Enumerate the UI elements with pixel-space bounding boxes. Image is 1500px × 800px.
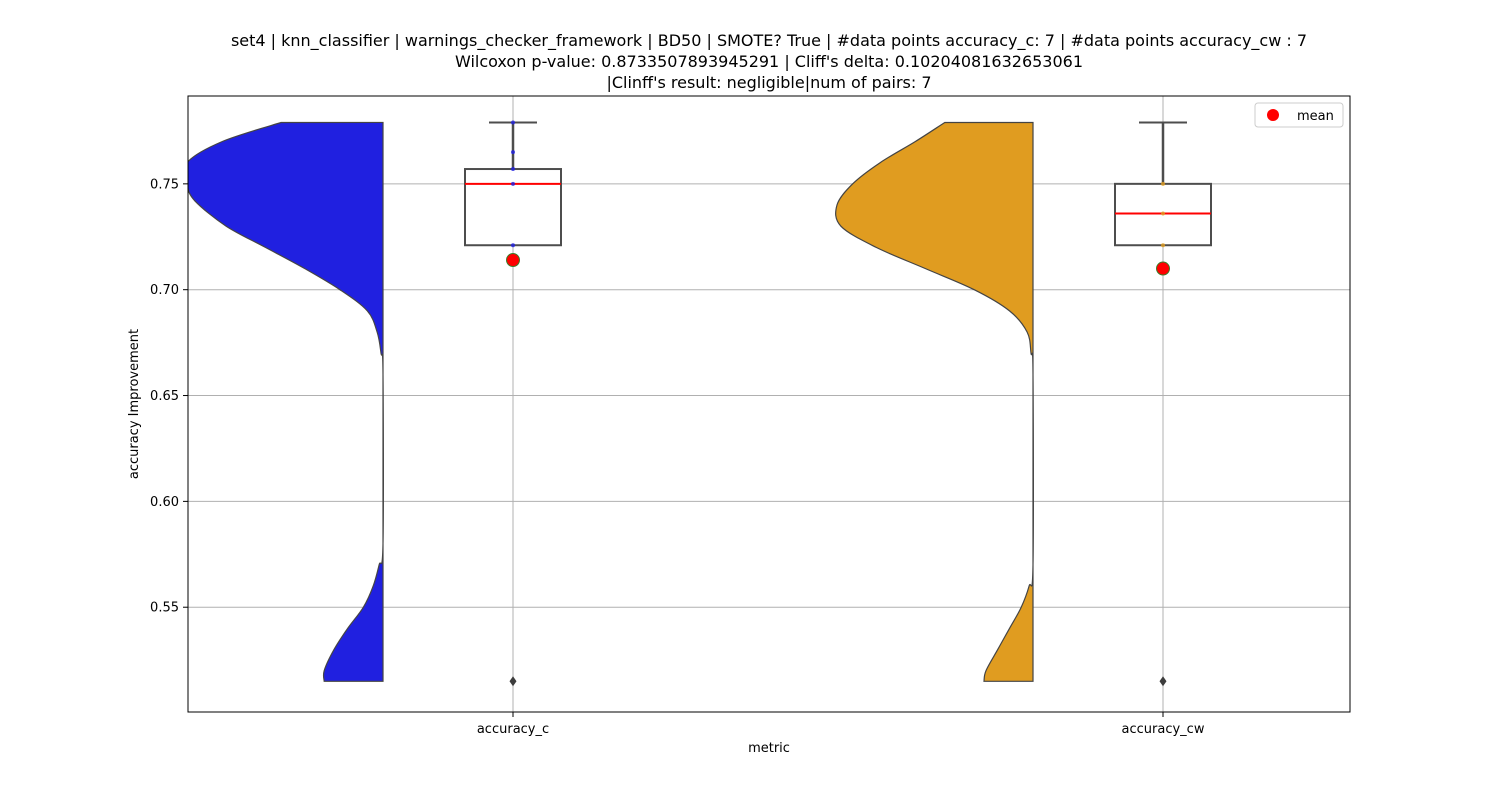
y-tick-label: 0.70 xyxy=(150,283,179,298)
x-axis-label: metric xyxy=(748,741,790,756)
plot-frame xyxy=(187,95,1351,713)
y-tick-label: 0.75 xyxy=(150,177,179,192)
y-tick-label: 0.55 xyxy=(150,601,179,616)
data-point-accuracy_c xyxy=(511,120,515,125)
box-plots xyxy=(464,121,1212,247)
data-point-accuracy_cw xyxy=(1161,181,1165,186)
mean-marker-accuracy_c xyxy=(506,253,520,268)
data-point-accuracy_c xyxy=(511,150,515,155)
legend: mean xyxy=(1254,102,1344,128)
x-tick-label: accuracy_cw xyxy=(1122,722,1205,737)
box-accuracy_c xyxy=(464,168,562,247)
violin-accuracy_cw xyxy=(835,121,1034,682)
x-axis-ticks: accuracy_c accuracy_cw xyxy=(477,712,1205,737)
y-tick-label: 0.60 xyxy=(150,495,179,510)
data-point-accuracy_c xyxy=(511,167,515,172)
data-point-accuracy_cw xyxy=(1161,243,1165,248)
x-tick-label: accuracy_c xyxy=(477,722,549,737)
y-axis-ticks: 0.55 0.60 0.65 0.70 0.75 xyxy=(150,177,188,616)
legend-box xyxy=(1254,102,1344,128)
data-point-accuracy_cw xyxy=(1161,211,1165,216)
legend-mean-label: mean xyxy=(1297,109,1334,124)
y-axis-label: accuracy Improvement xyxy=(127,329,142,479)
data-points xyxy=(506,120,1170,687)
outlier-accuracy_cw xyxy=(1159,676,1167,687)
legend-mean-marker xyxy=(1267,109,1279,121)
chart-title-line-2: Wilcoxon p-value: 0.8733507893945291 | C… xyxy=(455,52,1083,71)
chart-title-line-1: set4 | knn_classifier | warnings_checker… xyxy=(231,31,1307,51)
data-point-accuracy_c xyxy=(511,181,515,186)
chart-title-line-3: |Clinff's result: negligible|num of pair… xyxy=(606,73,931,92)
data-point-accuracy_c xyxy=(511,243,515,248)
mean-marker-accuracy_cw xyxy=(1156,261,1170,276)
outlier-accuracy_c xyxy=(509,676,517,687)
y-tick-label: 0.65 xyxy=(150,389,179,404)
